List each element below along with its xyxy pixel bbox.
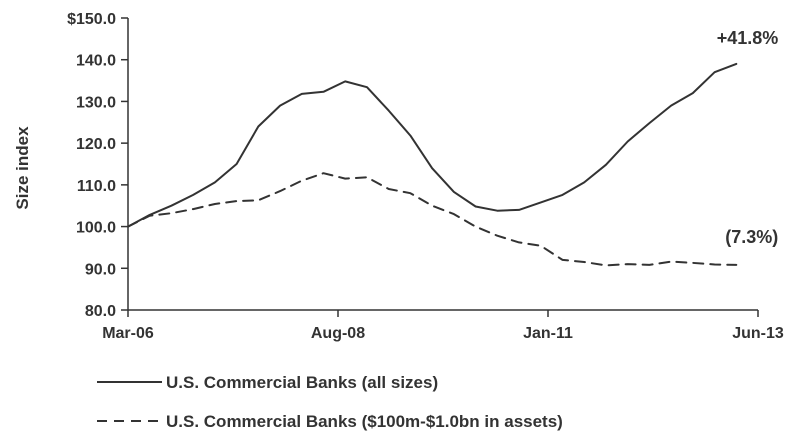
legend: U.S. Commercial Banks (all sizes) U.S. Co… — [97, 373, 563, 431]
annotation-small-banks: (7.3%) — [725, 227, 778, 247]
x-tick-label: Jan-11 — [523, 325, 573, 342]
y-tick-label: 140.0 — [76, 53, 116, 70]
x-tick-label: Mar-06 — [102, 325, 154, 342]
x-tick-label: Aug-08 — [311, 325, 365, 342]
y-tick-label: 80.0 — [85, 303, 116, 320]
end-annotations: +41.8% (7.3%) — [717, 28, 779, 247]
legend-label: U.S. Commercial Banks (all sizes) — [166, 373, 438, 392]
y-tick-label: $150.0 — [67, 11, 116, 28]
y-axis-label: Size index — [13, 126, 32, 210]
y-axis-ticks: 80.0 90.0 100.0 110.0 120.0 130.0 140.0 $150.0 — [67, 11, 128, 320]
y-tick-label: 90.0 — [85, 261, 116, 278]
series-line-all-banks — [127, 62, 738, 228]
y-tick-label: 120.0 — [76, 136, 116, 153]
series-line-small-banks — [127, 172, 738, 267]
x-tick-label: Jun-13 — [732, 325, 784, 342]
y-tick-label: 100.0 — [76, 220, 116, 237]
x-axis-ticks: Mar-06 Aug-08 Jan-11 Jun-13 — [102, 310, 784, 342]
legend-label: U.S. Commercial Banks ($100m-$1.0bn in a… — [166, 412, 563, 431]
y-tick-label: 130.0 — [76, 94, 116, 111]
series-lines — [127, 62, 738, 267]
annotation-all-banks: +41.8% — [717, 28, 779, 48]
y-tick-label: 110.0 — [77, 178, 116, 195]
